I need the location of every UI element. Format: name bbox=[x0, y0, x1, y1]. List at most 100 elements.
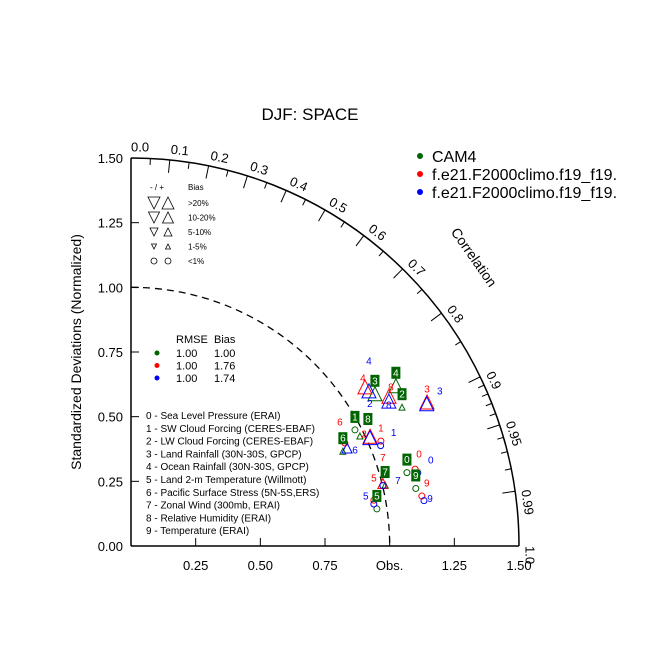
point-label: 0 bbox=[428, 455, 434, 466]
point-label: 5 bbox=[371, 474, 377, 485]
point-label-box bbox=[411, 469, 421, 482]
point-label: 2 bbox=[361, 430, 367, 441]
data-point bbox=[420, 497, 428, 505]
point-marker-circle bbox=[377, 437, 385, 445]
point-label: 7 bbox=[380, 453, 386, 464]
point-label: 4 bbox=[393, 368, 399, 379]
variable-legend-item: 6 - Pacific Surface Stress (5N-5S,ERS) bbox=[146, 488, 319, 499]
down-triangle-icon bbox=[150, 243, 158, 250]
point-label: 1 bbox=[378, 424, 384, 435]
point-label-group: 0 bbox=[416, 450, 422, 461]
point-label-group: 1 bbox=[350, 410, 360, 423]
correlation-label: Correlation bbox=[448, 224, 500, 289]
point-label: 4 bbox=[366, 356, 372, 367]
legend-series-name: f.e21.F2000climo.f19_f19. bbox=[432, 185, 617, 202]
legend-series-name: CAM4 bbox=[432, 149, 477, 166]
data-point bbox=[356, 431, 364, 440]
variable-legend-item: 2 - LW Cloud Forcing (CERES-EBAF) bbox=[146, 437, 313, 448]
up-triangle-icon bbox=[161, 196, 175, 210]
stats-dot bbox=[154, 350, 160, 356]
correlation-minor-tick bbox=[504, 468, 512, 471]
point-label-group: 3 bbox=[424, 384, 430, 395]
point-label: 3 bbox=[424, 384, 430, 395]
data-point bbox=[362, 429, 378, 446]
point-marker-triangle bbox=[362, 429, 378, 446]
point-marker-triangle bbox=[381, 388, 397, 404]
point-label-box bbox=[391, 366, 401, 379]
point-label-group: 3 bbox=[437, 386, 443, 397]
point-label-group: 2 bbox=[361, 430, 367, 441]
point-label-group: 5 bbox=[372, 489, 382, 502]
x-tick-label: 0.25 bbox=[183, 558, 208, 573]
point-label: 9 bbox=[427, 494, 433, 505]
y-tick-label: 1.25 bbox=[98, 216, 123, 231]
data-point bbox=[377, 442, 385, 450]
variable-legend-item: 3 - Land Rainfall (30N-30S, GPCP) bbox=[146, 449, 302, 460]
down-triangle-icon bbox=[147, 211, 161, 224]
bias-legend-row: <1% bbox=[188, 257, 204, 266]
variable-legend-item: 4 - Ocean Rainfall (30N-30S, GPCP) bbox=[146, 462, 309, 473]
up-triangle-icon bbox=[161, 211, 175, 224]
correlation-minor-tick bbox=[264, 182, 268, 189]
point-marker-circle bbox=[377, 442, 385, 450]
variable-legend-item: 1 - SW Cloud Forcing (CERES-EBAF) bbox=[146, 424, 315, 435]
correlation-tick bbox=[318, 209, 326, 222]
up-triangle-icon bbox=[164, 243, 172, 250]
y-tick-label: 0.00 bbox=[98, 539, 123, 554]
stats-rmse: 1.00 bbox=[176, 361, 197, 373]
point-label-group: 5 bbox=[363, 491, 369, 502]
correlation-tick-label: 0.3 bbox=[248, 158, 270, 178]
data-point bbox=[357, 378, 373, 395]
x-tick-label: 0.50 bbox=[248, 558, 273, 573]
bias-legend-row: 10-20% bbox=[188, 214, 216, 223]
data-point bbox=[412, 484, 420, 492]
point-label-group: 2 bbox=[397, 388, 407, 401]
correlation-tick bbox=[393, 268, 403, 279]
y-axis-label: Standardized Deviations (Normalized) bbox=[68, 234, 84, 470]
correlation-minor-tick bbox=[416, 288, 423, 295]
data-point bbox=[381, 392, 397, 409]
point-label: 7 bbox=[395, 476, 401, 487]
point-marker-triangle bbox=[381, 392, 397, 409]
outer-arc bbox=[130, 157, 520, 547]
point-marker-circle bbox=[403, 469, 411, 477]
stats-dot bbox=[154, 375, 160, 381]
stats-bias: 1.76 bbox=[214, 361, 235, 373]
correlation-minor-tick bbox=[497, 436, 504, 440]
point-label-group: 6 bbox=[338, 432, 348, 445]
correlation-minor-tick bbox=[481, 393, 489, 397]
correlation-tick bbox=[168, 159, 171, 173]
point-marker-triangle bbox=[357, 378, 373, 395]
correlation-tick bbox=[280, 190, 287, 203]
correlation-tick bbox=[205, 165, 210, 179]
stats-rmse: 1.00 bbox=[176, 348, 197, 360]
point-label: 3 bbox=[372, 376, 378, 387]
data-point bbox=[379, 482, 387, 490]
point-label: 0 bbox=[404, 455, 410, 466]
bias-legend-row: 5-10% bbox=[188, 228, 211, 237]
point-label-group: 4 bbox=[360, 373, 366, 384]
stats-rmse: 1.00 bbox=[176, 373, 197, 385]
point-label-group: 9 bbox=[424, 479, 430, 490]
point-label-group: 6 bbox=[337, 418, 343, 429]
point-marker-triangle bbox=[388, 377, 404, 394]
point-label-box bbox=[372, 489, 382, 502]
correlation-minor-tick bbox=[225, 170, 229, 177]
bias-legend-bias-header: Bias bbox=[188, 183, 204, 192]
point-label: 3 bbox=[437, 386, 443, 397]
variable-legend-item: 7 - Zonal Wind (300mb, ERAI) bbox=[146, 501, 280, 512]
point-label: 2 bbox=[367, 399, 373, 410]
point-label-group: 7 bbox=[380, 453, 386, 464]
stats-bias: 1.00 bbox=[214, 348, 235, 360]
correlation-minor-tick bbox=[378, 250, 384, 257]
point-label-group: 8 bbox=[388, 383, 394, 394]
point-label: 9 bbox=[413, 471, 419, 482]
point-label-group: 4 bbox=[366, 356, 372, 367]
point-label-group: 7 bbox=[380, 466, 390, 479]
point-marker-circle bbox=[412, 484, 420, 492]
point-marker-triangle bbox=[398, 403, 406, 411]
point-label: 1 bbox=[391, 428, 397, 439]
point-label-group: 1 bbox=[391, 428, 397, 439]
correlation-tick-label: 0.4 bbox=[288, 174, 311, 195]
data-point bbox=[339, 447, 347, 455]
